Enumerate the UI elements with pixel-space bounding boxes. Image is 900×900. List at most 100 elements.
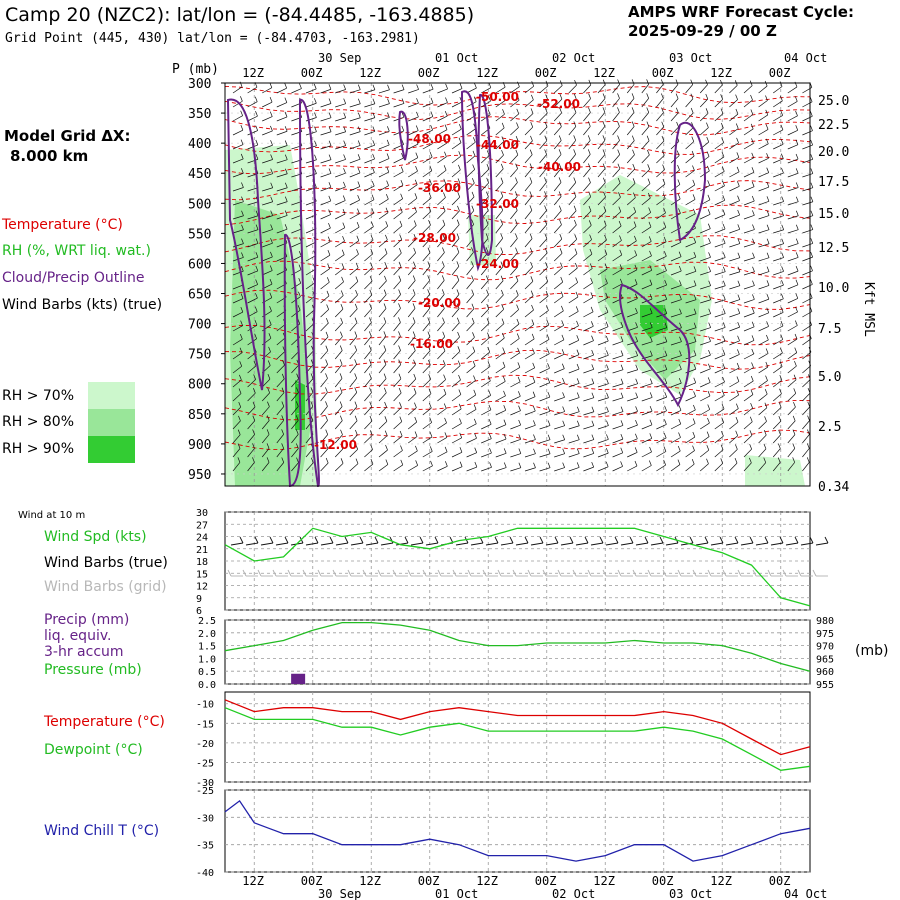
xsec-wind-barb-4-34: [729, 142, 739, 150]
wind-grid-barb-flag-17: [482, 569, 487, 577]
xsec-wind-barb-8-26: [612, 197, 621, 206]
xsec-wind-barb-flag-3-29: [661, 121, 665, 127]
wind-grid-barb-flag-27: [632, 569, 637, 577]
xsec-wind-barb-flag-21-32: [707, 377, 711, 383]
xsec-wind-barb-10-26: [612, 225, 622, 234]
xsec-wind-barb-14-20: [524, 281, 534, 290]
xsec-wind-barb-flag-8-10: [386, 194, 389, 200]
xsec-wind-barb-8-20: [524, 196, 533, 206]
xsec-wind-barb-flag-21-25: [606, 378, 609, 384]
xsec-wind-barb-10-28: [641, 226, 652, 234]
xsec-wind-barb-10-14: [437, 224, 446, 234]
xsec-wind-barb-flag-24-11: [399, 416, 403, 422]
xsec-wind-barb-flag-7-26: [617, 177, 621, 184]
xsec-wind-barb-flag-21-30: [678, 377, 682, 384]
xsec-wind-barb-flag-9-17: [485, 205, 489, 211]
xsec-wind-barb-2-18: [495, 114, 505, 122]
xsec-wind-barb-24-26: [612, 425, 624, 430]
temperature-label: Temperature (°C): [44, 714, 165, 730]
xsec-wind-barb-12-19: [510, 252, 518, 262]
xsec-wind-barb-flag-24-28: [649, 419, 653, 425]
xsec-wind-barb-24-1: [247, 420, 256, 430]
xsec-wind-barb-flag-17-0: [240, 320, 243, 326]
xsec-wind-barb-flag-19-0: [239, 347, 243, 353]
xsec-wind-barb-18-19: [510, 338, 520, 346]
xsec-wind-barb-flag-27-4: [296, 457, 299, 463]
xsec-wind-barb-flag-19-20: [532, 348, 535, 354]
xsec-wind-barb-25-16: [466, 437, 477, 444]
xsec-wind-barb-flag-6-5: [314, 168, 317, 174]
xsec-wind-barb-5-36: [758, 157, 769, 164]
xsec-wind-barb-flag-2-13: [430, 111, 434, 117]
xsec-wind-barb-flag-7-19: [515, 177, 518, 183]
precip-ytick-4: 2.0: [198, 629, 216, 640]
xsec-wind-barb-flag-2-9: [372, 112, 376, 118]
xsec-wind-barb-11-5: [305, 241, 316, 248]
xsec-wind-barb-flag-26-33: [720, 444, 724, 450]
xsec-wind-barb-6-13: [422, 170, 433, 178]
wind-true-barb-16: [470, 542, 484, 546]
xsec-wind-barb-26-21: [539, 453, 551, 458]
xsec-wind-barb-19-16: [466, 351, 476, 360]
xsec-wind-barb-9-15: [451, 210, 460, 220]
xsec-wind-barb-2-27: [626, 112, 635, 122]
xsec-wind-barb-flag-5-29: [661, 150, 665, 156]
xsec-wind-barb-flag-20-5: [310, 359, 314, 365]
xsec-wind-barb-2-7: [335, 117, 346, 122]
wind-grid-barb-flag-32: [707, 569, 712, 577]
xsec-wind-barb-flag-15-33: [722, 294, 726, 300]
xsec-wind-barb-4-16: [466, 142, 476, 150]
xsec-wind-barb-27-20: [524, 467, 536, 472]
xsec-wind-barb-24-23: [568, 425, 580, 430]
xsec-wind-barb-flag-6-21: [544, 163, 547, 169]
windchill-frame: [224, 789, 811, 873]
xsec-wind-barb-15-29: [656, 299, 667, 304]
xsec-wind-barb-flag-15-21: [545, 290, 549, 297]
xsec-wind-barb-23-39: [802, 406, 811, 416]
xsec-wind-barb-7-18: [495, 182, 504, 192]
xsec-wind-barb-10-13: [422, 224, 431, 234]
xsec-wind-barb-flag-20-30: [679, 364, 682, 370]
xsec-wind-barb-14-10: [378, 280, 387, 290]
xsec-wind-barb-flag-23-19: [518, 405, 521, 411]
xsec-wind-barb-13-30: [670, 270, 682, 276]
xsec-wind-barb-27-1: [247, 462, 255, 472]
xsec-wind-barb-13-32: [700, 271, 711, 276]
xsec-wind-barb-12-37: [773, 257, 784, 262]
xsec-wind-barb-0-25: [597, 84, 606, 94]
xsec-wind-barb-19-13: [422, 350, 431, 360]
xsec-wind-barb-16-18: [495, 309, 504, 318]
xsec-wind-barb-9-19: [510, 210, 518, 220]
xsec-wind-barb-18-20: [524, 338, 535, 346]
xsec-wind-barb-flag-11-13: [427, 233, 431, 240]
xsec-wind-barb-flag-4-20: [530, 135, 533, 142]
xsec-wind-barb-19-15: [451, 351, 461, 360]
xsec-wind-barb-flag-25-21: [547, 434, 551, 440]
pressure-axis-unit: P (mb): [172, 62, 219, 77]
xsec-wind-barb-12-5: [305, 255, 316, 262]
xsec-wind-barb-18-30: [670, 341, 682, 346]
wind-grid-barb-flag-37: [782, 569, 787, 577]
xsec-wind-barb-19-35: [743, 353, 754, 360]
xsec-wind-barb-2-28: [641, 112, 650, 122]
xsec-wind-barb-flag-4-28: [646, 135, 650, 141]
xsec-wind-barb-flag-8-23: [573, 191, 577, 197]
xsec-wind-barb-10-36: [758, 229, 770, 234]
xsec-wind-barb-6-27: [626, 168, 636, 178]
xsec-wind-barb-flag-24-30: [678, 418, 682, 425]
xsec-wind-barb-1-9: [364, 103, 376, 108]
xsec-wind-barb-flag-13-36: [766, 266, 770, 272]
xsec-kft-tick-4: 15.0: [818, 207, 849, 222]
xsec-wind-barb-26-35: [743, 448, 752, 458]
xsec-wind-barb-flag-4-24: [587, 135, 591, 141]
xsec-wind-barb-5-5: [305, 159, 317, 164]
xsec-wind-barb-flag-10-3: [284, 224, 288, 230]
xsec-wind-barb-23-32: [700, 409, 710, 416]
xsec-wind-barb-16-38: [787, 311, 798, 318]
xsec-wind-barb-flag-0-12: [416, 84, 419, 90]
xsec-wind-barb-flag-1-31: [690, 93, 694, 99]
xsec-wind-barb-17-10: [378, 322, 387, 332]
xsec-wind-barb-flag-25-37: [778, 429, 781, 435]
xsec-wind-barb-24-21: [539, 425, 551, 430]
wind-true-barb-flag-11: [404, 536, 409, 544]
